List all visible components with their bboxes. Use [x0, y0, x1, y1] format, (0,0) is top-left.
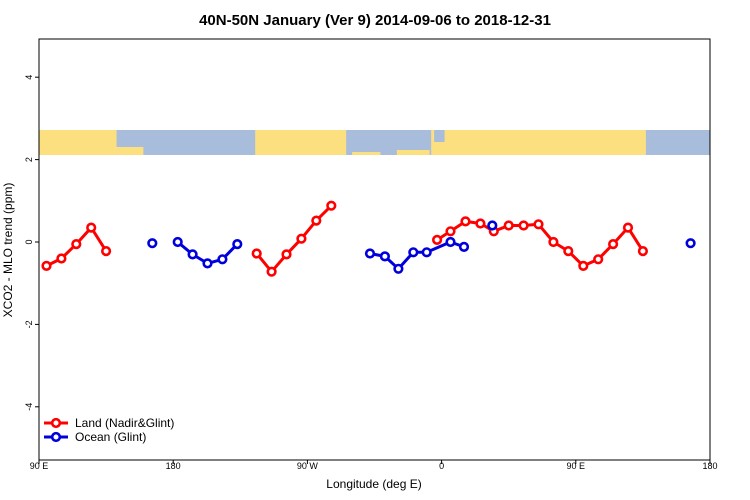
- land-data-point: [311, 215, 322, 226]
- ocean-data-point: [393, 263, 404, 274]
- land-series-line: [255, 204, 333, 274]
- ocean-data-point: [364, 248, 376, 259]
- land-data-point: [326, 200, 337, 211]
- ocean-data-point: [172, 236, 183, 248]
- ocean-data-point: [202, 258, 213, 269]
- x-tick-label: 0: [439, 461, 444, 471]
- land-data-point: [56, 253, 67, 264]
- x-tick-label: 90 W: [297, 461, 319, 471]
- data-marks: [41, 200, 696, 277]
- map-land-2: [431, 130, 646, 155]
- x-tick-label: 180: [702, 461, 717, 471]
- land-data-point: [41, 260, 52, 272]
- y-tick-label: -4: [24, 403, 34, 411]
- map-sea-detail: [434, 130, 445, 142]
- land-data-point: [86, 222, 97, 233]
- y-tick-label: -2: [24, 320, 34, 328]
- land-data-point: [281, 249, 292, 260]
- y-tick-label: 0: [24, 239, 34, 244]
- land-data-point: [548, 236, 559, 248]
- y-tick-label: 2: [24, 157, 34, 162]
- legend-land-label: Land (Nadir&Glint): [75, 416, 174, 430]
- legend: Land (Nadir&Glint)Ocean (Glint): [44, 416, 174, 444]
- x-tick-label: 90 E: [30, 461, 49, 471]
- land-data-point: [71, 239, 82, 250]
- ocean-data-point: [232, 239, 243, 250]
- y-axis-title: XCO2 - MLO trend (ppm): [1, 183, 15, 318]
- chart-title: 40N-50N January (Ver 9) 2014-09-06 to 20…: [199, 12, 551, 29]
- legend-ocean-label: Ocean (Glint): [75, 430, 146, 444]
- x-tick-label: 90 E: [567, 461, 586, 471]
- axis-ticks: 90 E 180 90 W 0 90 E 180 -4 -2 0 2 4: [24, 75, 718, 471]
- ocean-data-point: [187, 249, 198, 260]
- map-land-detail-2: [569, 149, 612, 155]
- land-data-point: [266, 266, 277, 277]
- map-land-1: [255, 130, 347, 155]
- legend-land-marker: [50, 417, 62, 429]
- ocean-data-point: [147, 238, 158, 249]
- map-land-0: [39, 130, 117, 155]
- land-data-point: [503, 220, 514, 231]
- ocean-data-point: [487, 220, 498, 231]
- land-data-point: [251, 248, 262, 259]
- land-data-point: [622, 222, 634, 233]
- land-data-point: [518, 220, 529, 231]
- land-data-point: [593, 254, 604, 265]
- ocean-data-point: [458, 241, 470, 252]
- plot-frame: [38, 38, 711, 461]
- land-data-point: [460, 216, 471, 227]
- ocean-data-point: [408, 247, 419, 258]
- x-tick-label: 180: [166, 461, 181, 471]
- land-data-point: [100, 246, 112, 257]
- ocean-data-point: [685, 238, 696, 249]
- land-data-point: [432, 234, 443, 245]
- map-land-detail-0: [352, 152, 381, 155]
- land-data-point: [578, 260, 589, 272]
- map-land-detail-3: [113, 147, 144, 155]
- world-map-strip: [39, 130, 710, 155]
- ocean-data-point: [421, 247, 432, 258]
- land-data-point: [475, 218, 486, 229]
- x-axis-title: Longitude (deg E): [326, 477, 421, 491]
- y-tick-label: 4: [24, 75, 34, 80]
- land-data-point: [445, 226, 456, 237]
- ocean-data-point: [445, 236, 456, 248]
- map-land-detail-1: [396, 150, 430, 155]
- legend-ocean-marker: [50, 431, 62, 443]
- land-data-point: [296, 233, 307, 244]
- ocean-data-point: [379, 251, 391, 262]
- land-data-point: [533, 219, 544, 230]
- land-data-point: [607, 239, 619, 250]
- land-data-point: [637, 246, 649, 257]
- ocean-data-point: [217, 254, 228, 265]
- land-data-point: [563, 246, 574, 257]
